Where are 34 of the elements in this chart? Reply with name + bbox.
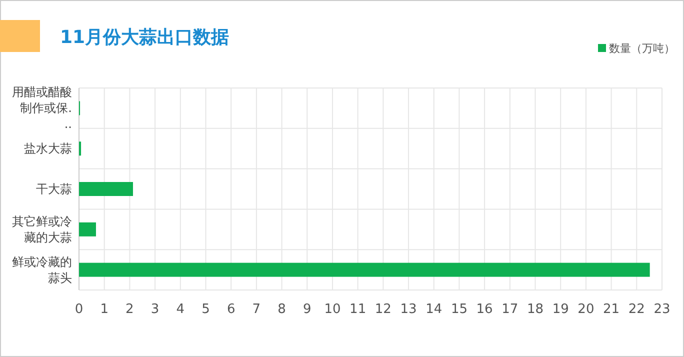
x-tick-label: 3 — [150, 302, 160, 317]
legend-label: 数量（万吨） — [609, 42, 675, 55]
x-tick-label: 0 — [74, 302, 84, 317]
y-tick-label: 盐水大蒜 — [24, 142, 72, 156]
x-tick-label: 15 — [450, 302, 468, 317]
bar — [79, 262, 650, 277]
x-tick-label: 16 — [476, 302, 493, 317]
y-tick-label: 干大蒜 — [36, 182, 72, 196]
x-tick-label: 12 — [374, 302, 392, 317]
x-tick-label: 1 — [100, 302, 108, 317]
y-tick-label: 鲜或冷藏的蒜头 — [12, 254, 72, 285]
x-tick-label: 14 — [426, 302, 442, 317]
x-tick-label: 21 — [603, 302, 620, 317]
x-tick-label: 8 — [278, 302, 286, 317]
x-tick-label: 19 — [552, 302, 569, 317]
y-tick-label: 其它鲜或冷藏的大蒜 — [12, 214, 72, 244]
x-tick-label: 4 — [176, 302, 185, 317]
bar — [79, 182, 133, 196]
x-tick-label: 23 — [654, 302, 670, 317]
x-tick-label: 10 — [324, 302, 341, 317]
x-tick-label: 22 — [628, 302, 645, 317]
x-tick-label: 11 — [350, 302, 366, 317]
chart-title: 11月份大蒜出口数据 — [60, 27, 230, 48]
y-tick-label: 用醋或醋酸制作或保... — [12, 85, 72, 132]
x-tick-label: 5 — [202, 302, 210, 317]
x-tick-label: 9 — [302, 302, 312, 317]
x-tick-label: 18 — [526, 302, 544, 317]
x-tick-label: 20 — [578, 302, 594, 317]
bar — [79, 222, 96, 236]
x-tick-label: 13 — [400, 302, 417, 317]
x-tick-label: 17 — [502, 302, 518, 317]
x-tick-label: 7 — [252, 302, 261, 317]
x-tick-label: 2 — [126, 302, 134, 317]
x-tick-label: 6 — [226, 302, 236, 317]
